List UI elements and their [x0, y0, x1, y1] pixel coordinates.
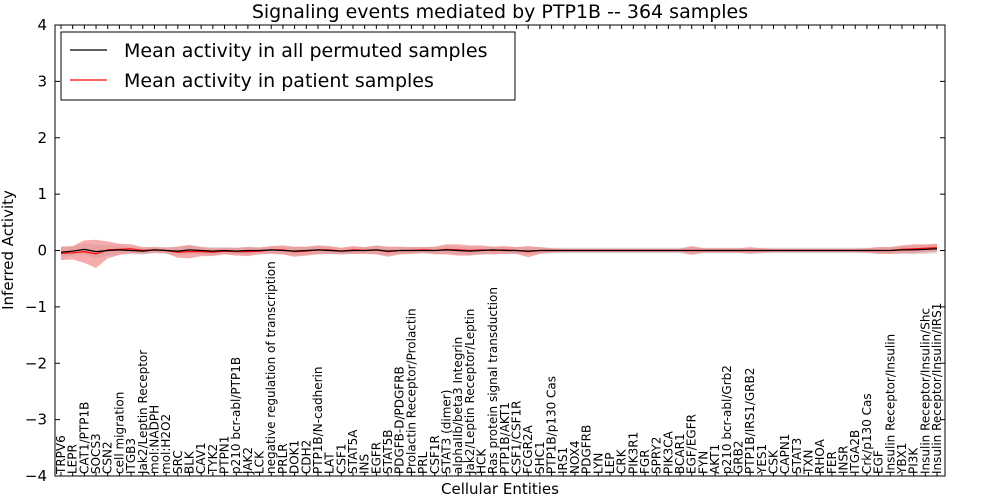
x-tick-label: PI3K — [907, 447, 921, 474]
x-tick-label: STAT3 — [790, 438, 804, 474]
legend-label-patient: Mean activity in patient samples — [124, 70, 434, 92]
x-tick-label: CSF1 — [334, 443, 348, 474]
x-tick-label: INS — [358, 454, 372, 474]
y-tick-label: −4 — [25, 467, 47, 485]
x-tick-label: IRS1 — [556, 447, 570, 474]
x-tick-label: CDH2 — [299, 440, 313, 474]
x-tick-label: CSF1R — [428, 435, 442, 474]
x-tick-label: LEPR — [66, 444, 80, 474]
x-tick-label: YES1 — [755, 444, 769, 475]
x-tick-label: CSN2 — [101, 441, 115, 474]
x-tick-label: STAT5B — [381, 430, 395, 475]
y-tick-label: 4 — [37, 16, 47, 34]
x-tick-label: TYK2 — [206, 444, 220, 475]
x-tick-label: Insulin Receptor/Insulin/IRS1 — [930, 303, 944, 474]
x-tick-label: ITGA2B — [848, 430, 862, 474]
x-tick-label: STAT5A — [346, 429, 360, 474]
x-tick-label: PDGFRB — [580, 425, 594, 474]
x-tick-label: PIK3R1 — [626, 432, 640, 474]
x-tick-label: YBX1 — [895, 443, 909, 475]
x-tick-label: CAV1 — [194, 442, 208, 474]
legend-box — [60, 31, 516, 101]
x-tick-label: Ras protein signal transduction — [486, 287, 500, 474]
x-tick-label: Insulin Receptor/Insulin/Shc — [918, 308, 932, 474]
x-axis-label: Cellular Entities — [441, 480, 559, 498]
x-tick-label: PIK3CA — [661, 430, 675, 474]
x-tick-label: Jak2/Leptin Receptor — [136, 350, 150, 475]
x-tick-label: p210 bcr-abl/PTP1B — [229, 357, 243, 474]
x-tick-label: SOCS3 — [89, 433, 103, 474]
x-tick-label: FGR — [638, 449, 652, 474]
x-tick-label: PRL — [416, 451, 430, 474]
x-tick-label: PRLR — [276, 443, 290, 474]
x-tick-label: FCGR2A — [521, 424, 535, 474]
x-tick-label: EGF — [872, 450, 886, 474]
x-tick-label: INSR — [837, 446, 851, 474]
y-tick-label: −3 — [25, 411, 47, 429]
patient-band — [61, 239, 937, 268]
x-tick-label: SPRY2 — [650, 437, 664, 474]
x-tick-label: ITGB3 — [124, 438, 138, 474]
x-tick-label: DOK1 — [288, 440, 302, 474]
x-tick-label: HCK — [475, 448, 489, 474]
x-tick-label: mol:H2O2 — [159, 414, 173, 474]
x-tick-label: STAT3 (dimer) — [439, 390, 453, 474]
x-tick-label: CSK — [767, 449, 781, 474]
x-tick-label: RHOA — [813, 438, 827, 474]
x-tick-label: PTP1B/p130 Cas — [545, 376, 559, 474]
x-tick-label: JAK2 — [241, 447, 255, 475]
x-tick-label: Crk/p130 Cas — [860, 393, 874, 474]
x-tick-label: CSF1/CSF1R — [510, 401, 524, 474]
x-tick-label: PDGFB-D/PDGFRB — [393, 366, 407, 474]
x-tick-label: AKT1 — [708, 444, 722, 474]
x-tick-label: TRPV6 — [54, 435, 68, 475]
x-tick-label: GRB2 — [731, 440, 745, 474]
x-tick-label: cell migration — [112, 392, 126, 474]
x-tick-label: CRK — [615, 448, 629, 474]
x-tick-label: FER — [825, 451, 839, 474]
y-tick-label: 1 — [37, 185, 47, 203]
x-tick-label: negative regulation of transcription — [264, 261, 278, 474]
x-tick-label: TXN — [802, 449, 816, 475]
y-tick-label: 3 — [37, 72, 47, 90]
x-tick-label: Jak2/Leptin Receptor/Leptin — [463, 309, 477, 475]
x-tick-label: CAPN1 — [778, 434, 792, 474]
x-tick-label: PTP1B/N-cadherin — [311, 367, 325, 474]
legend: Mean activity in all permuted samples Me… — [60, 31, 516, 101]
x-tick-label: NOX4 — [568, 440, 582, 474]
y-tick-label: 0 — [37, 242, 47, 260]
x-tick-label: EGF/EGFR — [685, 414, 699, 474]
x-tick-label: SRC — [171, 450, 185, 474]
x-tick-label: PTPN1 — [218, 436, 232, 474]
x-tick-label: p210 bcr-abl/Grb2 — [720, 365, 734, 474]
x-tick-label: Insulin Receptor/Insulin — [883, 334, 897, 474]
x-tick-label: LCK — [253, 450, 267, 474]
x-tick-label: CAT1/PTP1B — [77, 402, 91, 474]
x-tick-label: BLK — [183, 450, 197, 474]
x-tick-label: LYN — [591, 453, 605, 474]
y-axis-label: Inferred Activity — [0, 190, 17, 310]
x-tick-label: alphaIIb/beta3 Integrin — [451, 337, 465, 474]
y-tick-label: −1 — [25, 298, 47, 316]
x-tick-label: LEP — [603, 452, 617, 474]
chart-title: Signaling events mediated by PTP1B -- 36… — [252, 1, 748, 23]
series-line-permuted — [60, 248, 938, 253]
x-tick-label: PTP1B/IRS1/GRB2 — [743, 368, 757, 474]
x-tick-label: FYN — [696, 451, 710, 474]
x-tick-label: Prolactin Receptor/Prolactin — [404, 308, 418, 474]
y-tick-label: −2 — [25, 354, 47, 372]
y-tick-label: 2 — [37, 129, 47, 147]
x-tick-label: LAT — [323, 452, 337, 474]
x-tick-label: SHC1 — [533, 441, 547, 474]
legend-label-permuted: Mean activity in all permuted samples — [124, 40, 487, 62]
x-tick-label: BCAR1 — [673, 433, 687, 474]
x-tick-label: EGFR — [369, 442, 383, 474]
x-tick-label: mol:NADPH — [147, 405, 161, 474]
x-tick-label: PTP1B/AKT1 — [498, 402, 512, 474]
